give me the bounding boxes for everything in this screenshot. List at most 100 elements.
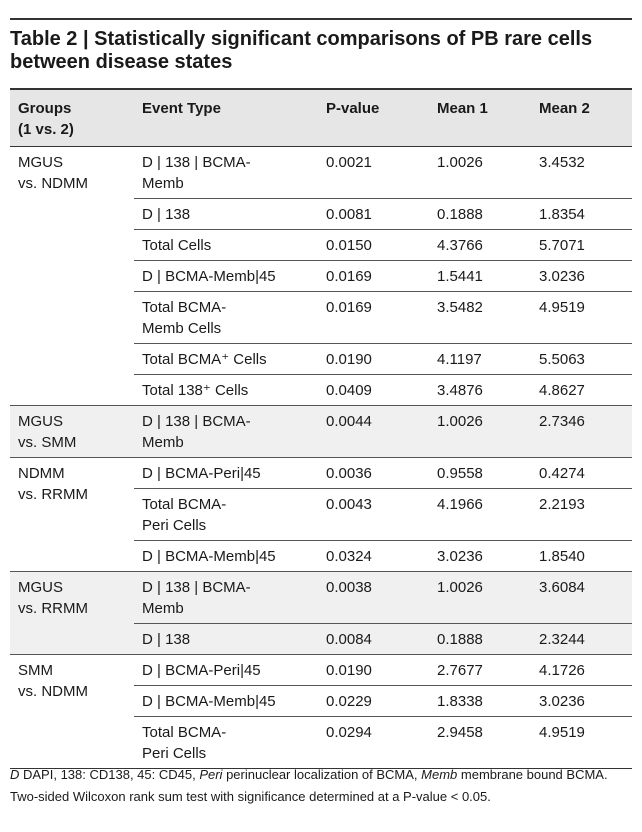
column-header: Event Type	[134, 89, 318, 147]
table-cell: D | BCMA-Peri|45	[134, 654, 318, 686]
table-cell: 4.1726	[531, 654, 632, 686]
table-cell: 2.3244	[531, 623, 632, 655]
table-cell: D | BCMA-Peri|45	[134, 457, 318, 489]
table-cell: 3.5482	[429, 291, 531, 344]
table-cell: 0.9558	[429, 457, 531, 489]
row-group: MGUS vs. SMM D | 138 | BCMA- Memb 0.0044 1.…	[10, 405, 632, 458]
table-row: Total Cells 0.0150 4.3766 5.7071	[10, 229, 632, 261]
table-title: Table 2 | Statistically significant comp…	[10, 18, 632, 74]
table-cell: 0.0081	[318, 198, 429, 230]
group-label: MGUS vs. RRMM	[10, 571, 134, 655]
table-cell: D | BCMA-Memb|45	[134, 260, 318, 292]
table-row: D | BCMA-Memb|45 0.0229 1.8338 3.0236	[10, 685, 632, 717]
table-cell: D | 138 | BCMA- Memb	[134, 571, 318, 624]
table-cell: 0.0084	[318, 623, 429, 655]
table-row: SMM vs. NDMM D | BCMA-Peri|45 0.0190 2.7677…	[10, 654, 632, 769]
table-cell: D | 138 | BCMA- Memb	[142, 154, 251, 192]
table-row: D | BCMA-Memb|45 0.0324 3.0236 1.8540	[10, 540, 632, 572]
table-cell: 0.0169	[318, 260, 429, 292]
row-group: MGUS vs. RRMM D | 138 | BCMA- Memb 0.0038 1…	[10, 571, 632, 655]
table-cell: 2.2193	[531, 488, 632, 541]
table-cell: 5.5063	[531, 343, 632, 375]
footnote-text: Memb	[421, 767, 458, 782]
table-cell: 2.7346	[531, 405, 632, 458]
table-cell: 0.0044	[318, 405, 429, 458]
column-header: Mean 1	[429, 89, 531, 147]
table-cell: 4.9519	[531, 716, 632, 769]
table-cell: Total BCMA⁺ Cells	[134, 343, 318, 375]
group-label: MGUS vs. NDMM	[18, 154, 88, 192]
table-cell: 4.9519	[531, 291, 632, 344]
table-cell: 3.0236	[531, 260, 632, 292]
table-cell: 1.0026	[429, 571, 531, 624]
table-cell: 1.8354	[531, 198, 632, 230]
column-header: Mean 2	[531, 89, 632, 147]
table-cell: 0.0294	[318, 716, 429, 769]
table-cell: 0.0190	[318, 654, 429, 686]
table-cell: 3.0236	[429, 540, 531, 572]
table-cell: 0.1888	[429, 198, 531, 230]
table-row: MGUS vs. NDMM D | 138 | BCMA- Memb 0.0021 1…	[10, 147, 632, 199]
table-row: MGUS vs. SMM D | 138 | BCMA- Memb 0.0044 1.…	[10, 405, 632, 458]
footnote: D DAPI, 138: CD138, 45: CD45, Peri perin…	[10, 764, 632, 808]
table-cell: 0.1888	[429, 623, 531, 655]
column-header: Groups (1 vs. 2)	[10, 89, 134, 147]
table-cell: D | BCMA-Memb|45	[134, 685, 318, 717]
table-cell: 0.0229	[318, 685, 429, 717]
table-cell: 0.0038	[318, 571, 429, 624]
table-cell: 1.8338	[429, 685, 531, 717]
table-cell: 4.8627	[531, 374, 632, 406]
group-label: NDMM vs. RRMM	[10, 457, 134, 572]
group-label: MGUS vs. SMM	[10, 405, 134, 458]
table-cell: Total Cells	[134, 229, 318, 261]
table-row: Total BCMA- Memb Cells 0.0169 3.5482 4.9519	[10, 291, 632, 344]
footnote-text: Peri	[199, 767, 223, 782]
footnote-text: perinuclear localization of BCMA,	[222, 767, 422, 782]
table-cell: 0.0021	[326, 154, 372, 171]
table-cell: Total BCMA- Peri Cells	[134, 716, 318, 769]
table-cell: Total 138⁺ Cells	[134, 374, 318, 406]
table-cell: 0.4274	[531, 457, 632, 489]
table-cell: 0.0043	[318, 488, 429, 541]
table-cell: 3.4876	[429, 374, 531, 406]
column-header: P-value	[318, 89, 429, 147]
table-cell: 3.4532	[539, 154, 585, 171]
footnote-text: membrane bound BCMA. Two-sided Wilcoxon …	[10, 767, 608, 804]
table-row: Total 138⁺ Cells 0.0409 3.4876 4.8627	[10, 374, 632, 406]
table-cell: 1.8540	[531, 540, 632, 572]
table-cell: D | 138	[134, 198, 318, 230]
table-row: MGUS vs. RRMM D | 138 | BCMA- Memb 0.0038 1…	[10, 571, 632, 655]
table-cell: 0.0169	[318, 291, 429, 344]
table-cell: 4.3766	[429, 229, 531, 261]
group-label: SMM vs. NDMM	[10, 654, 134, 769]
table-row: NDMM vs. RRMM D | BCMA-Peri|45 0.0036 0.955…	[10, 457, 632, 572]
table-cell: 5.7071	[531, 229, 632, 261]
table-cell: 0.0324	[318, 540, 429, 572]
table-cell: 3.0236	[531, 685, 632, 717]
table-row: Total BCMA⁺ Cells 0.0190 4.1197 5.5063	[10, 343, 632, 375]
table-cell: 1.0026	[429, 405, 531, 458]
table-cell: 0.0150	[318, 229, 429, 261]
table-cell: D | 138	[134, 623, 318, 655]
table-row: D | 138 0.0081 0.1888 1.8354	[10, 198, 632, 230]
table-cell: Total BCMA- Memb Cells	[134, 291, 318, 344]
footnote-text: DAPI, 138: CD138, 45: CD45,	[19, 767, 200, 782]
table-row: Total BCMA- Peri Cells 0.0043 4.1966 2.2193	[10, 488, 632, 541]
table-cell: 2.9458	[429, 716, 531, 769]
table-cell: 0.0190	[318, 343, 429, 375]
table-cell: 1.0026	[437, 154, 483, 171]
table-cell: 1.5441	[429, 260, 531, 292]
table-cell: Total BCMA- Peri Cells	[134, 488, 318, 541]
table-cell: 0.0409	[318, 374, 429, 406]
row-group: NDMM vs. RRMM D | BCMA-Peri|45 0.0036 0.955…	[10, 457, 632, 572]
footnote-text: D	[10, 767, 20, 782]
table-cell: 0.0036	[318, 457, 429, 489]
table-cell: 4.1197	[429, 343, 531, 375]
table-cell: 4.1966	[429, 488, 531, 541]
table-row: D | BCMA-Memb|45 0.0169 1.5441 3.0236	[10, 260, 632, 292]
table-row: Total BCMA- Peri Cells 0.0294 2.9458 4.9519	[10, 716, 632, 769]
table-cell: D | BCMA-Memb|45	[134, 540, 318, 572]
